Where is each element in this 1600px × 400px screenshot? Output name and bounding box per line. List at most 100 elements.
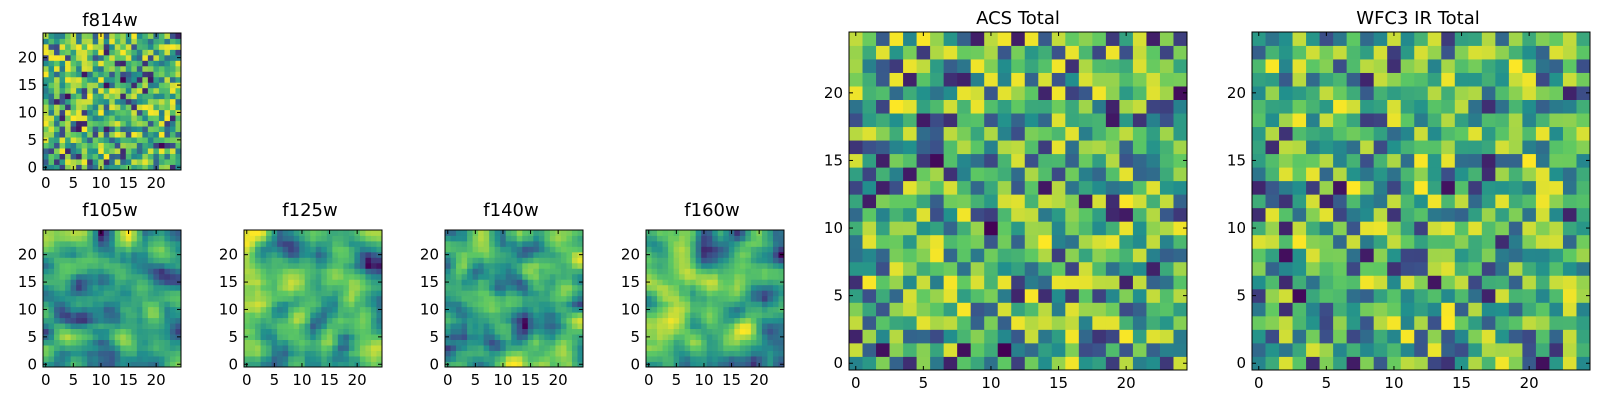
- heatmap-cell: [1146, 248, 1161, 263]
- heatmap-cell: [756, 295, 763, 302]
- heatmap-cell: [662, 279, 669, 286]
- heatmap-cell: [87, 142, 94, 149]
- heatmap-cell: [984, 153, 999, 168]
- heatmap-cell: [527, 312, 534, 319]
- heatmap-cell: [299, 284, 306, 291]
- heatmap-cell: [359, 246, 366, 253]
- heatmap-cell: [43, 301, 49, 308]
- heatmap-cell: [370, 339, 377, 346]
- heatmap-cell: [1292, 59, 1307, 73]
- heatmap-cell: [767, 262, 774, 269]
- heatmap-cell: [48, 290, 55, 297]
- heatmap-cell: [577, 230, 584, 236]
- heatmap-cell: [957, 180, 972, 195]
- heatmap-cell: [65, 246, 71, 253]
- heatmap-cell: [1319, 45, 1334, 60]
- heatmap-cell: [1427, 207, 1442, 222]
- heatmap-cell: [1414, 99, 1429, 114]
- heatmap-cell: [114, 246, 121, 253]
- heatmap-cell: [65, 109, 71, 116]
- heatmap-cell: [1038, 275, 1053, 290]
- heatmap-cell: [684, 361, 691, 368]
- heatmap-cell: [81, 240, 88, 247]
- heatmap-cell: [478, 328, 485, 335]
- heatmap-cell: [103, 76, 110, 83]
- heatmap-cell: [1011, 167, 1026, 182]
- heatmap-cell: [1576, 113, 1591, 128]
- heatmap-cell: [1441, 126, 1456, 141]
- heatmap-cell: [690, 350, 697, 357]
- heatmap-cell: [511, 334, 518, 340]
- heatmap-cell: [109, 65, 116, 72]
- heatmap-cell: [1562, 180, 1577, 195]
- heatmap-cell: [1132, 234, 1147, 249]
- heatmap-cell: [500, 350, 507, 357]
- heatmap-cell: [48, 235, 55, 242]
- heatmap-cell: [92, 104, 99, 111]
- heatmap-cell: [70, 65, 77, 72]
- heatmap-cell: [739, 361, 746, 368]
- heatmap-cell: [1495, 275, 1510, 290]
- heatmap-cell: [1011, 194, 1026, 209]
- heatmap-cell: [1252, 153, 1266, 168]
- heatmap-cell: [370, 268, 377, 275]
- heatmap-cell: [1051, 59, 1066, 73]
- heatmap-cell: [1252, 126, 1266, 141]
- heatmap-cell: [1146, 315, 1161, 330]
- heatmap-cell: [750, 246, 757, 253]
- heatmap-cell: [1279, 72, 1293, 87]
- heatmap-cell: [81, 43, 88, 50]
- heatmap-cell: [293, 350, 300, 357]
- heatmap-cell: [109, 273, 116, 280]
- heatmap-cell: [249, 323, 256, 330]
- heatmap-cell: [1387, 329, 1402, 344]
- heatmap-cell: [43, 273, 49, 280]
- heatmap-cell: [310, 284, 317, 291]
- heatmap-cell: [1078, 59, 1093, 73]
- heatmap-cell: [125, 60, 132, 67]
- heatmap-cell: [1414, 261, 1429, 276]
- heatmap-cell: [761, 334, 768, 340]
- heatmap-cell: [734, 323, 741, 330]
- heatmap-cell: [489, 235, 496, 242]
- heatmap-cell: [739, 235, 746, 242]
- heatmap-cell: [516, 356, 523, 362]
- heatmap-cell: [282, 284, 289, 291]
- heatmap-cell: [175, 93, 182, 100]
- heatmap-cell: [522, 323, 529, 330]
- heatmap-cell: [1319, 261, 1334, 276]
- heatmap-cell: [1132, 167, 1147, 182]
- heatmap-cell: [164, 240, 171, 247]
- heatmap-cell: [260, 273, 267, 280]
- heatmap-cell: [706, 323, 713, 330]
- heatmap-cell: [343, 312, 350, 319]
- heatmap-cell: [527, 345, 534, 351]
- heatmap-cell: [1159, 59, 1174, 73]
- heatmap-cell: [657, 306, 663, 313]
- heatmap-cell: [1400, 342, 1415, 357]
- heatmap-cell: [538, 246, 545, 253]
- plot-frame: [848, 31, 1188, 371]
- heatmap-cell: [1373, 180, 1388, 195]
- heatmap-cell: [1279, 207, 1293, 222]
- heatmap-cell: [970, 113, 985, 128]
- heatmap-cell: [70, 142, 77, 149]
- heatmap-cell: [153, 268, 160, 275]
- heatmap-cell: [337, 334, 344, 340]
- y-tick-label: 15: [824, 151, 843, 169]
- heatmap-cell: [70, 87, 77, 94]
- heatmap-cell: [103, 82, 110, 89]
- heatmap-cell: [505, 230, 512, 236]
- heatmap-cell: [87, 361, 94, 368]
- heatmap-cell: [1495, 315, 1510, 330]
- heatmap-cell: [903, 167, 917, 182]
- heatmap-cell: [750, 317, 757, 324]
- heatmap-cell: [1092, 32, 1107, 46]
- heatmap-cell: [849, 315, 863, 330]
- heatmap-cell: [114, 87, 121, 94]
- heatmap-cell: [354, 279, 361, 286]
- heatmap-cell: [767, 323, 774, 330]
- heatmap-cell: [260, 295, 267, 302]
- heatmap-cell: [109, 148, 116, 154]
- heatmap-cell: [70, 109, 77, 116]
